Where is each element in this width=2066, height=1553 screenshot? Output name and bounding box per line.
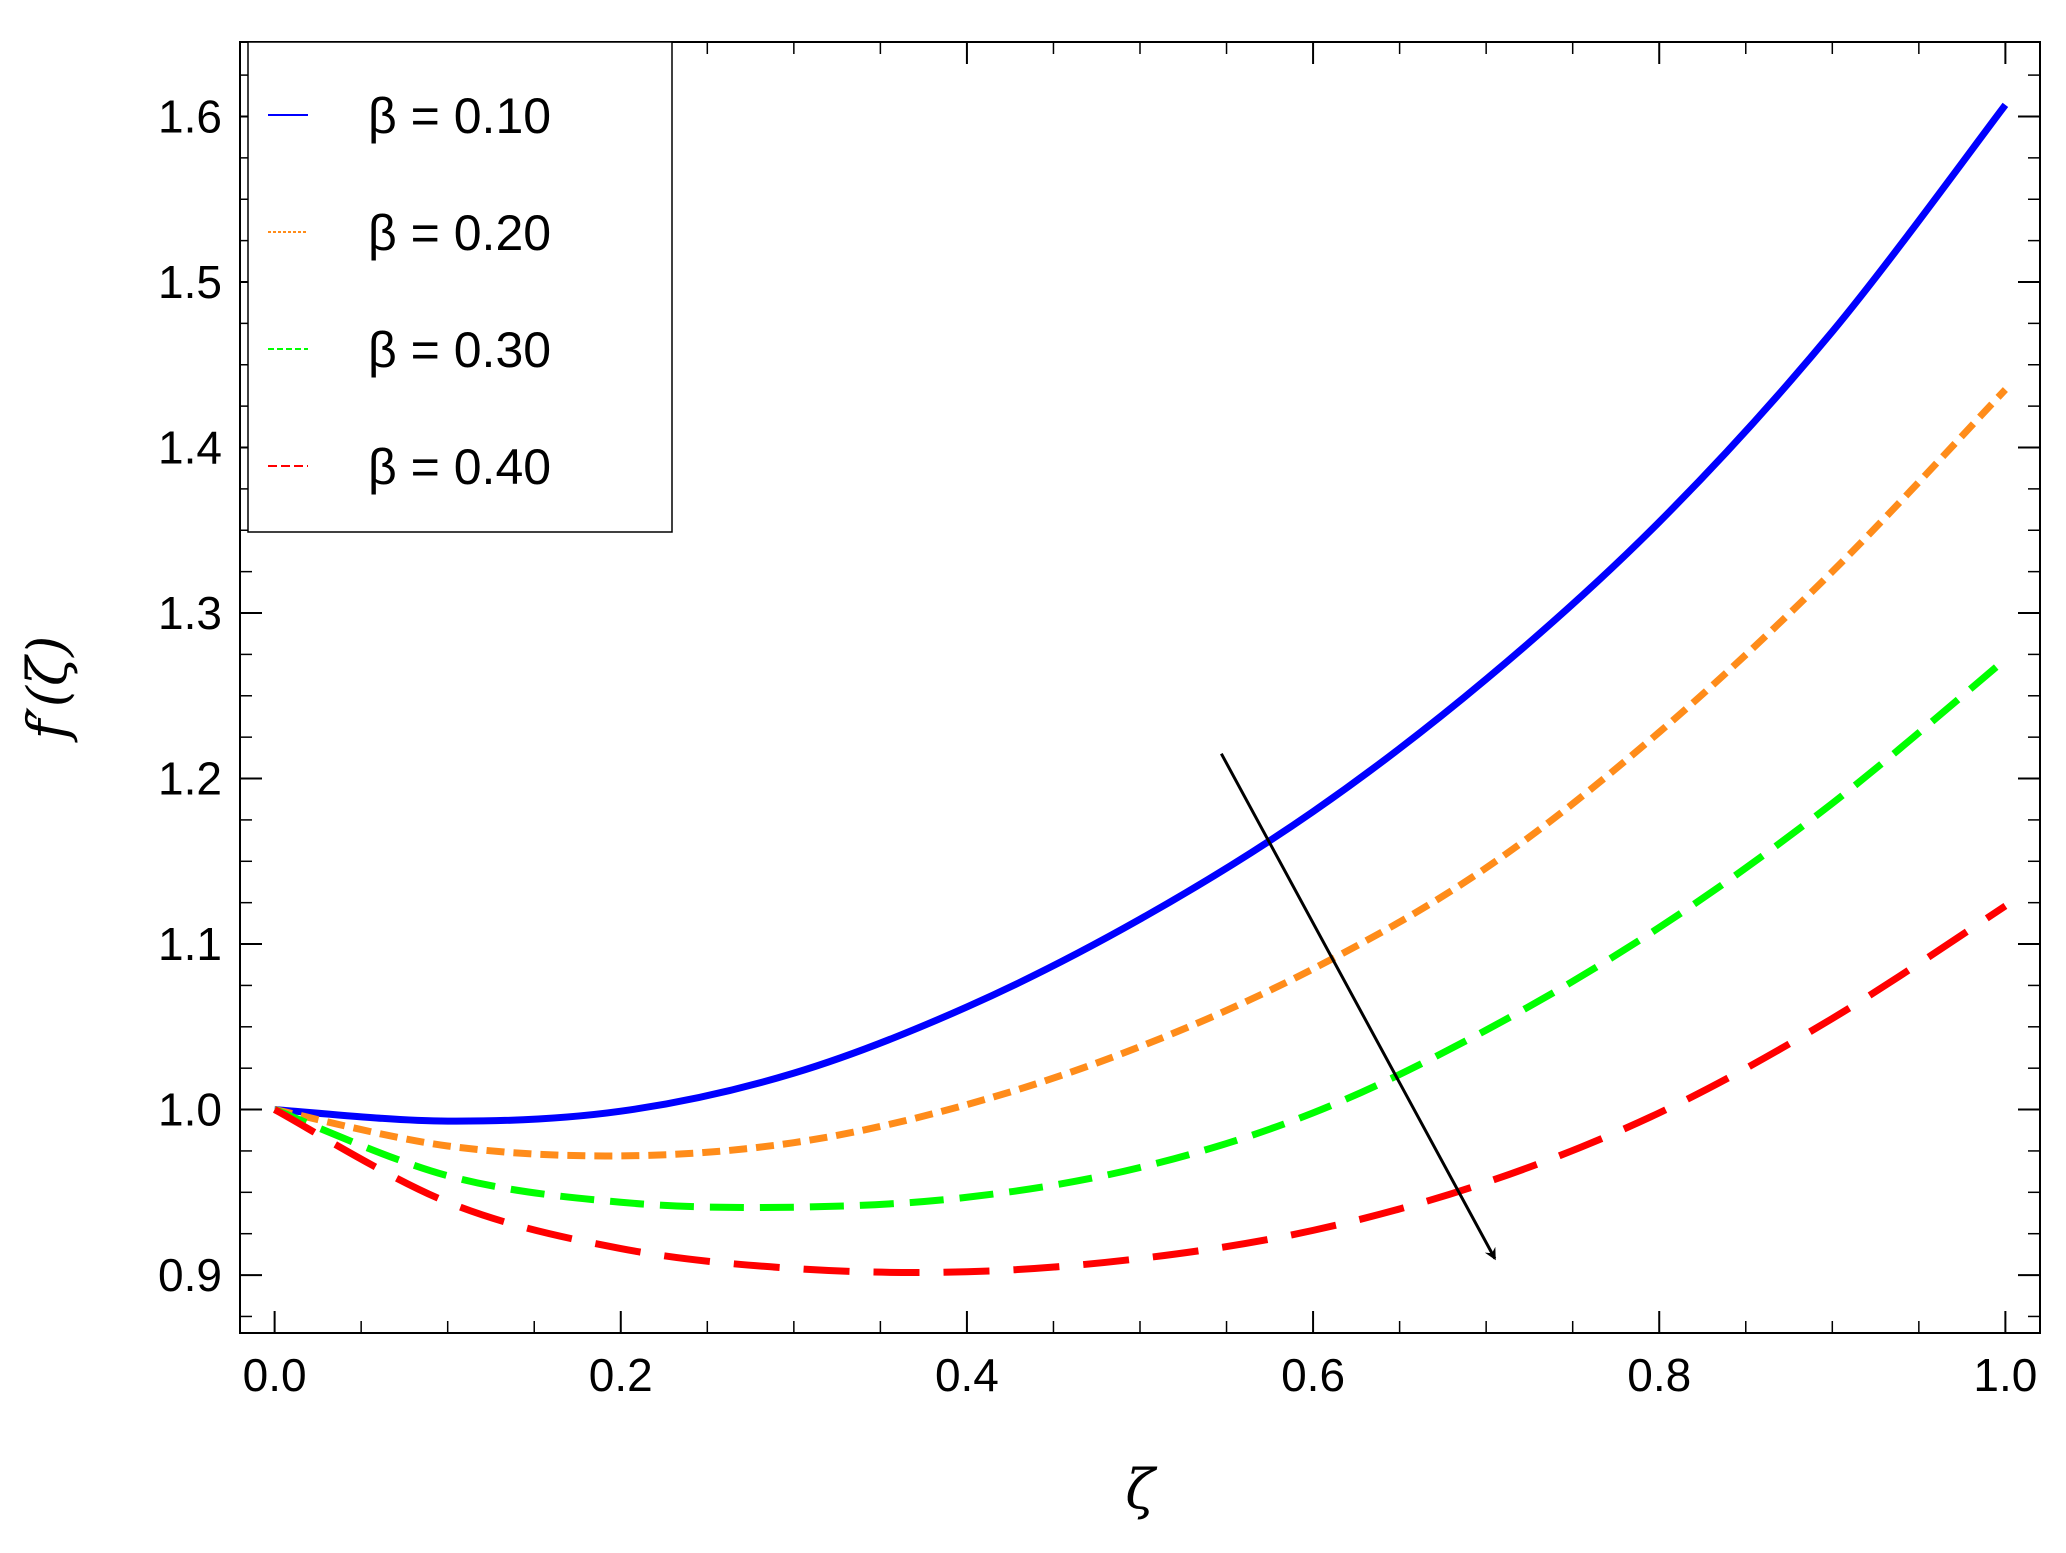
series-line-2 bbox=[273, 387, 2008, 1160]
series-layer bbox=[272, 102, 2009, 1277]
annotation-layer bbox=[1220, 752, 1497, 1261]
x-tick-label: 1.0 bbox=[1973, 1349, 2037, 1401]
x-tick-label: 0.2 bbox=[589, 1349, 653, 1401]
legend-label-2: β = 0.20 bbox=[368, 205, 551, 261]
y-tick-label: 0.9 bbox=[158, 1249, 222, 1301]
series-line-1 bbox=[274, 102, 2009, 1125]
y-tick-label: 1.6 bbox=[158, 90, 222, 142]
legend-label-3: β = 0.30 bbox=[368, 322, 551, 378]
x-tick-label: 0.6 bbox=[1281, 1349, 1345, 1401]
y-tick-label: 1.2 bbox=[158, 753, 222, 805]
y-tick-label: 1.0 bbox=[158, 1084, 222, 1136]
x-tick-label: 0.4 bbox=[935, 1349, 999, 1401]
x-tick-label: 0.8 bbox=[1627, 1349, 1691, 1401]
series-line-4 bbox=[272, 903, 2008, 1277]
legend-label-1: β = 0.10 bbox=[368, 88, 551, 144]
trend-arrow bbox=[1220, 752, 1497, 1261]
labels-layer: 0.0 0.2 0.4 0.6 0.8 1.0 0.9 1.0 1.1 1.2 1.3 1.4 1.5 1… bbox=[158, 90, 2037, 1401]
legend-box bbox=[247, 41, 673, 533]
y-tick-label: 1.1 bbox=[158, 918, 222, 970]
legend-label-4: β = 0.40 bbox=[368, 439, 551, 495]
y-axis-title: f′(ζ) bbox=[16, 636, 79, 744]
x-axis-title: ζ bbox=[1125, 1458, 1157, 1521]
y-tick-label: 1.4 bbox=[158, 422, 222, 474]
y-tick-label: 1.5 bbox=[158, 256, 222, 308]
y-tick-label: 1.3 bbox=[158, 587, 222, 639]
series-line-3 bbox=[273, 656, 2008, 1212]
legend: β = 0.10 β = 0.20 β = 0.30 β = 0.40 bbox=[247, 41, 673, 533]
x-tick-label: 0.0 bbox=[243, 1349, 307, 1401]
